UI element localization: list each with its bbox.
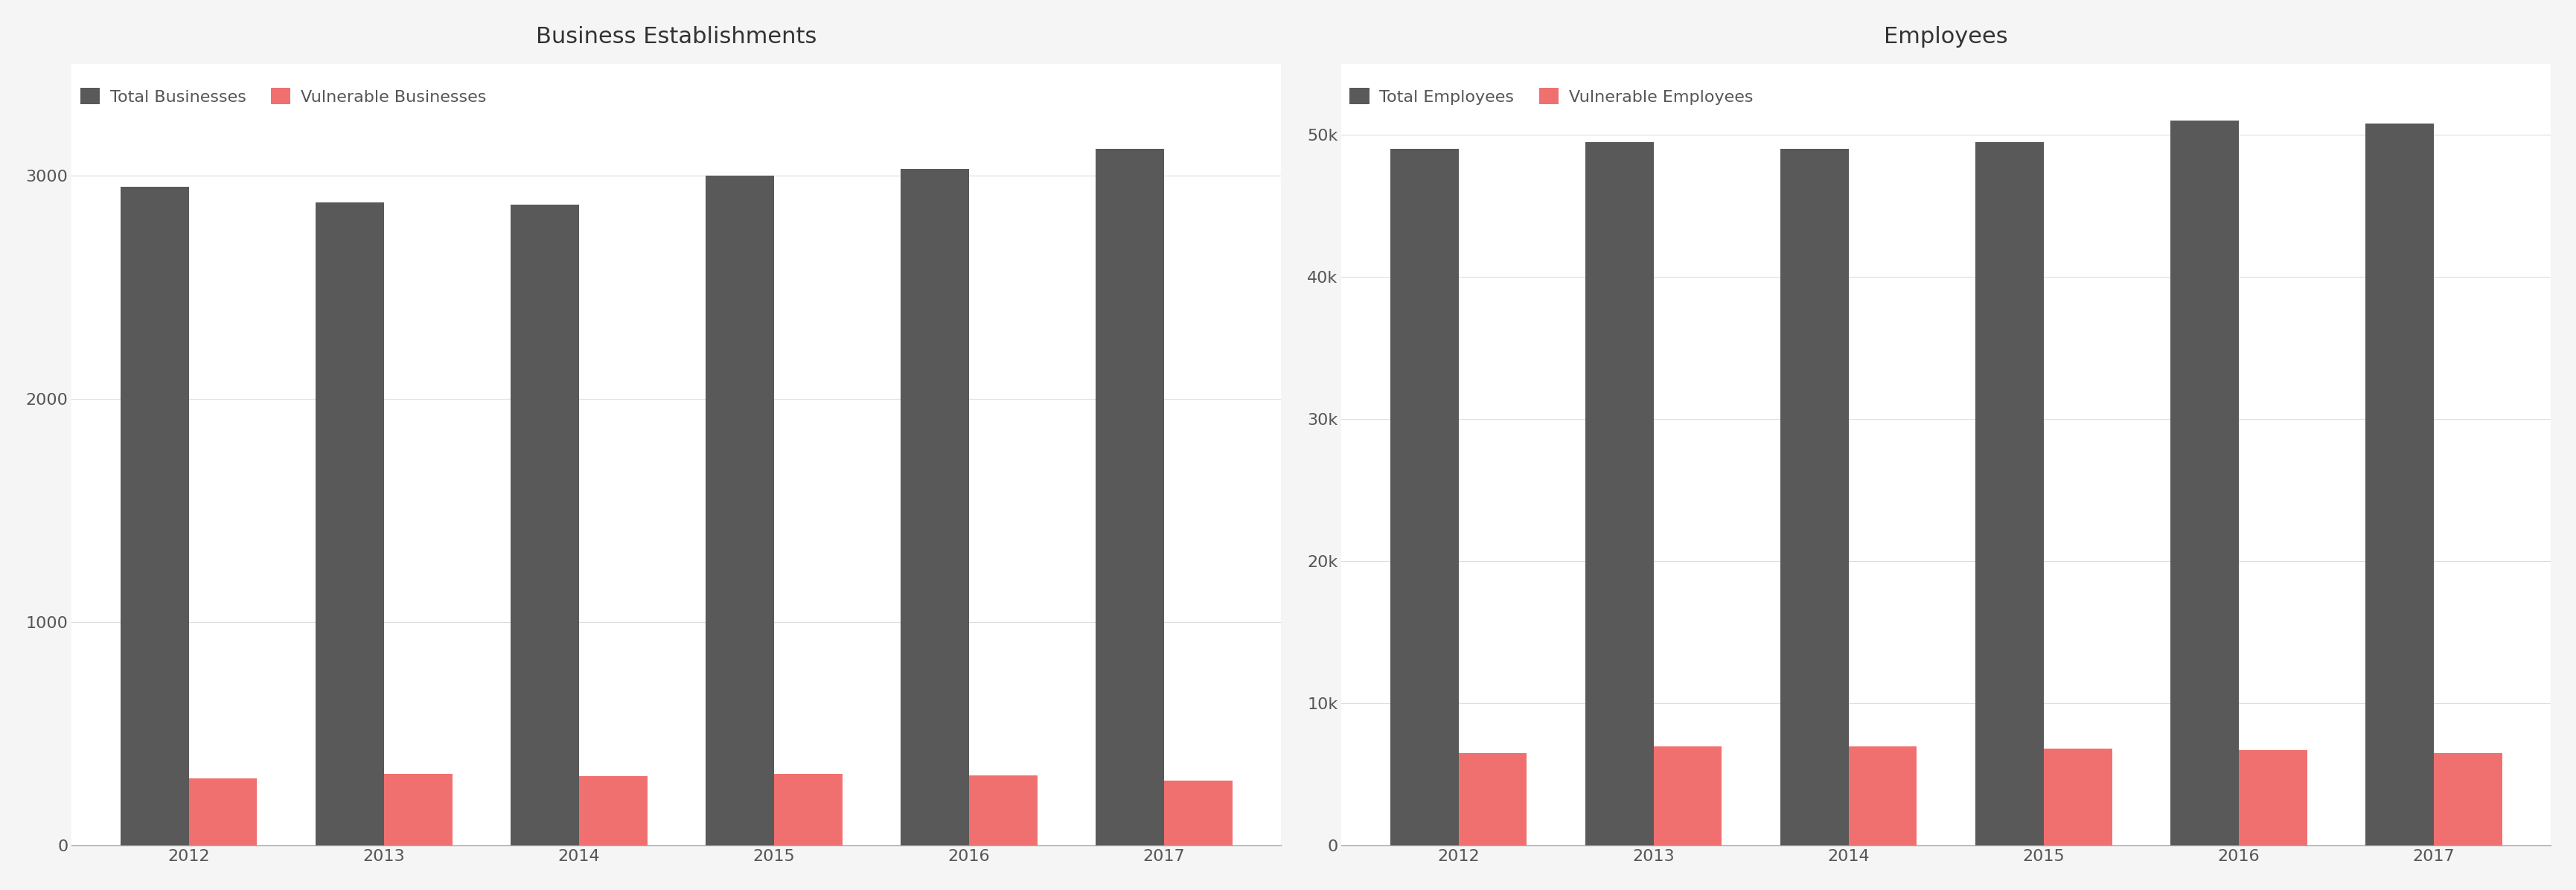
Bar [188, 779, 258, 846]
Bar [969, 775, 1038, 845]
Legend: Total Businesses, Vulnerable Businesses: Total Businesses, Vulnerable Businesses [80, 87, 487, 104]
Bar [1095, 149, 1164, 845]
Bar [1391, 149, 1458, 845]
Bar [2239, 750, 2306, 845]
Title: Business Establishments: Business Establishments [536, 26, 817, 47]
Bar [1458, 753, 1528, 845]
Bar [1584, 142, 1654, 846]
Bar [902, 168, 969, 845]
Bar [1654, 746, 1721, 845]
Bar [1847, 746, 1917, 845]
Bar [2365, 124, 2434, 845]
Bar [1976, 142, 2043, 846]
Bar [121, 187, 188, 846]
Bar [2169, 120, 2239, 845]
Title: Employees: Employees [1883, 26, 2007, 47]
Bar [773, 774, 842, 845]
Bar [314, 202, 384, 846]
Bar [2434, 753, 2501, 845]
Bar [510, 205, 580, 846]
Bar [706, 175, 773, 845]
Bar [2043, 749, 2112, 845]
Bar [580, 776, 647, 846]
Legend: Total Employees, Vulnerable Employees: Total Employees, Vulnerable Employees [1350, 87, 1752, 104]
Bar [1164, 781, 1231, 846]
Bar [384, 774, 451, 845]
Bar [1780, 149, 1847, 845]
